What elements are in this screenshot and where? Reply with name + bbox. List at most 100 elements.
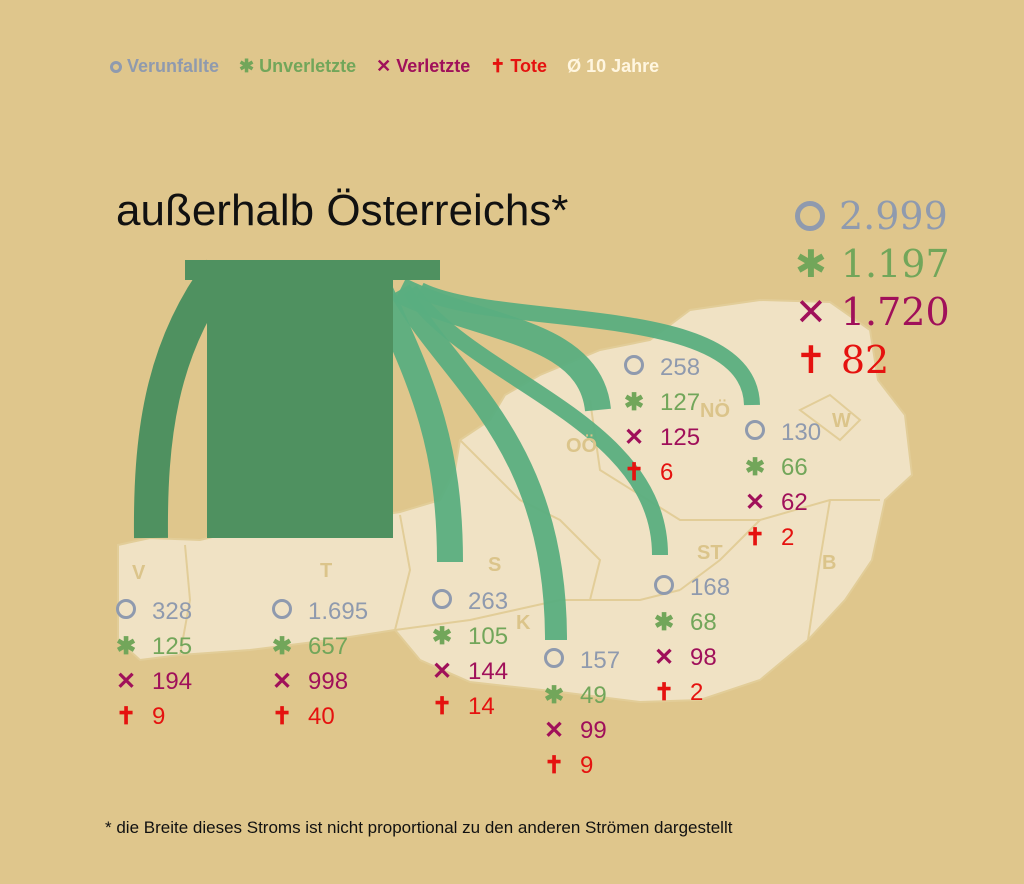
region-label-t: T xyxy=(320,560,333,582)
cross-icon: ✕ xyxy=(115,668,137,695)
unverletzte-value: 68 xyxy=(690,609,717,636)
asterisk-icon: ✱ xyxy=(115,633,137,660)
circle-icon xyxy=(432,589,452,609)
flow-vorarlberg xyxy=(133,259,234,539)
verunfallte-value: 157 xyxy=(580,647,621,674)
unverletzte-value: 125 xyxy=(152,633,193,660)
flow-salzburg xyxy=(368,284,463,563)
dagger-icon: ✝ xyxy=(115,703,137,730)
tote-value: 14 xyxy=(468,693,495,720)
verletzte-value: 99 xyxy=(580,717,607,744)
flow-niederoesterreich xyxy=(416,282,760,406)
region-label-v: V xyxy=(132,562,146,584)
verletzte-value: 62 xyxy=(781,489,808,516)
page-title: außerhalb Österreichs* xyxy=(116,186,569,235)
circle-icon xyxy=(795,201,825,231)
total-tote: 82 xyxy=(840,338,890,382)
total-unverletzte: 1.197 xyxy=(840,242,950,286)
legend: Verunfallte ✱ Unverletzte ✕ Verletzte ✝ Tot… xyxy=(110,56,659,77)
legend-label: Unverletzte xyxy=(259,56,357,76)
total-stats: 2.999 ✱ 1.197 ✕ 1.720 ✝ 82 xyxy=(795,192,950,384)
legend-unverletzte: ✱ Unverletzte xyxy=(239,56,356,77)
flows xyxy=(133,259,760,641)
verletzte-value: 125 xyxy=(660,424,701,451)
stats-salzburg: 263 ✱ 105 ✕ 144 ✝ 14 xyxy=(430,584,508,724)
verunfallte-value: 1.695 xyxy=(308,598,369,625)
dagger-icon: ✝ xyxy=(543,752,565,779)
dagger-icon: ✝ xyxy=(490,56,506,76)
dagger-icon: ✝ xyxy=(431,693,453,720)
flow-oberoesterreich xyxy=(394,278,611,413)
cross-icon: ✕ xyxy=(623,424,645,451)
tote-value: 6 xyxy=(660,459,674,486)
region-label-noe: NÖ xyxy=(700,400,730,422)
flow-steiermark xyxy=(403,285,668,556)
flow-tirol xyxy=(185,260,440,538)
unverletzte-value: 657 xyxy=(308,633,349,660)
tote-value: 2 xyxy=(690,679,704,706)
asterisk-icon: ✱ xyxy=(431,623,453,650)
footnote: * die Breite dieses Stroms ist nicht pro… xyxy=(105,818,733,837)
unverletzte-value: 105 xyxy=(468,623,509,650)
legend-tote: ✝ Tote xyxy=(490,56,547,77)
region-label-w: W xyxy=(832,410,851,432)
asterisk-icon: ✱ xyxy=(543,682,565,709)
asterisk-icon: ✱ xyxy=(653,609,675,636)
verunfallte-value: 263 xyxy=(468,588,509,615)
asterisk-icon: ✱ xyxy=(623,389,645,416)
flow-kaernten xyxy=(390,284,567,641)
total-verletzte: 1.720 xyxy=(840,290,950,334)
circle-icon xyxy=(116,599,136,619)
tote-value: 2 xyxy=(781,524,795,551)
austria-outline xyxy=(117,298,914,704)
legend-verletzte: ✕ Verletzte xyxy=(376,56,470,77)
dagger-icon: ✝ xyxy=(795,338,827,382)
legend-label: Verletzte xyxy=(396,56,471,76)
verletzte-value: 144 xyxy=(468,658,509,685)
asterisk-icon: ✱ xyxy=(744,454,766,481)
average-icon: Ø xyxy=(567,56,582,76)
cross-icon: ✕ xyxy=(744,489,766,516)
verletzte-value: 998 xyxy=(308,668,349,695)
legend-label: 10 Jahre xyxy=(586,56,660,76)
region-label-ooe: OÖ xyxy=(566,435,598,457)
legend-average: Ø 10 Jahre xyxy=(567,56,659,77)
cross-icon: ✕ xyxy=(795,290,827,334)
circle-icon xyxy=(272,599,292,619)
dagger-icon: ✝ xyxy=(271,703,293,730)
circle-icon xyxy=(544,648,564,668)
unverletzte-value: 49 xyxy=(580,682,607,709)
cross-icon: ✕ xyxy=(431,658,453,685)
region-label-st: ST xyxy=(697,542,723,564)
stats-oberoesterreich: 258 ✱ 127 ✕ 125 ✝ 6 xyxy=(622,350,700,490)
stats-tirol: 1.695 ✱ 657 ✕ 998 ✝ 40 xyxy=(270,594,368,734)
dagger-icon: ✝ xyxy=(653,679,675,706)
stats-steiermark: 168 ✱ 68 ✕ 98 ✝ 2 xyxy=(652,570,730,710)
tote-value: 9 xyxy=(152,703,166,730)
dagger-icon: ✝ xyxy=(623,459,645,486)
cross-icon: ✕ xyxy=(653,644,675,671)
tote-value: 9 xyxy=(580,752,594,779)
cross-icon: ✕ xyxy=(271,668,293,695)
unverletzte-value: 127 xyxy=(660,389,701,416)
verunfallte-value: 328 xyxy=(152,598,193,625)
legend-verunfallte: Verunfallte xyxy=(110,56,219,77)
legend-label: Verunfallte xyxy=(127,56,220,76)
unverletzte-value: 66 xyxy=(781,454,808,481)
verunfallte-value: 130 xyxy=(781,419,822,446)
verletzte-value: 98 xyxy=(690,644,717,671)
cross-icon: ✕ xyxy=(543,717,565,744)
region-label-k: K xyxy=(516,612,531,634)
asterisk-icon: ✱ xyxy=(271,633,293,660)
verunfallte-value: 258 xyxy=(660,354,701,381)
stats-niederoesterreich: 130 ✱ 66 ✕ 62 ✝ 2 xyxy=(743,415,821,555)
circle-icon xyxy=(624,355,644,375)
circle-icon xyxy=(110,60,122,73)
stats-vorarlberg: 328 ✱ 125 ✕ 194 ✝ 9 xyxy=(114,594,192,734)
asterisk-icon: ✱ xyxy=(239,56,255,76)
verletzte-value: 194 xyxy=(152,668,193,695)
stats-kaernten: 157 ✱ 49 ✕ 99 ✝ 9 xyxy=(542,643,620,783)
total-verunfallte: 2.999 xyxy=(839,194,948,238)
state-borders xyxy=(179,393,880,656)
